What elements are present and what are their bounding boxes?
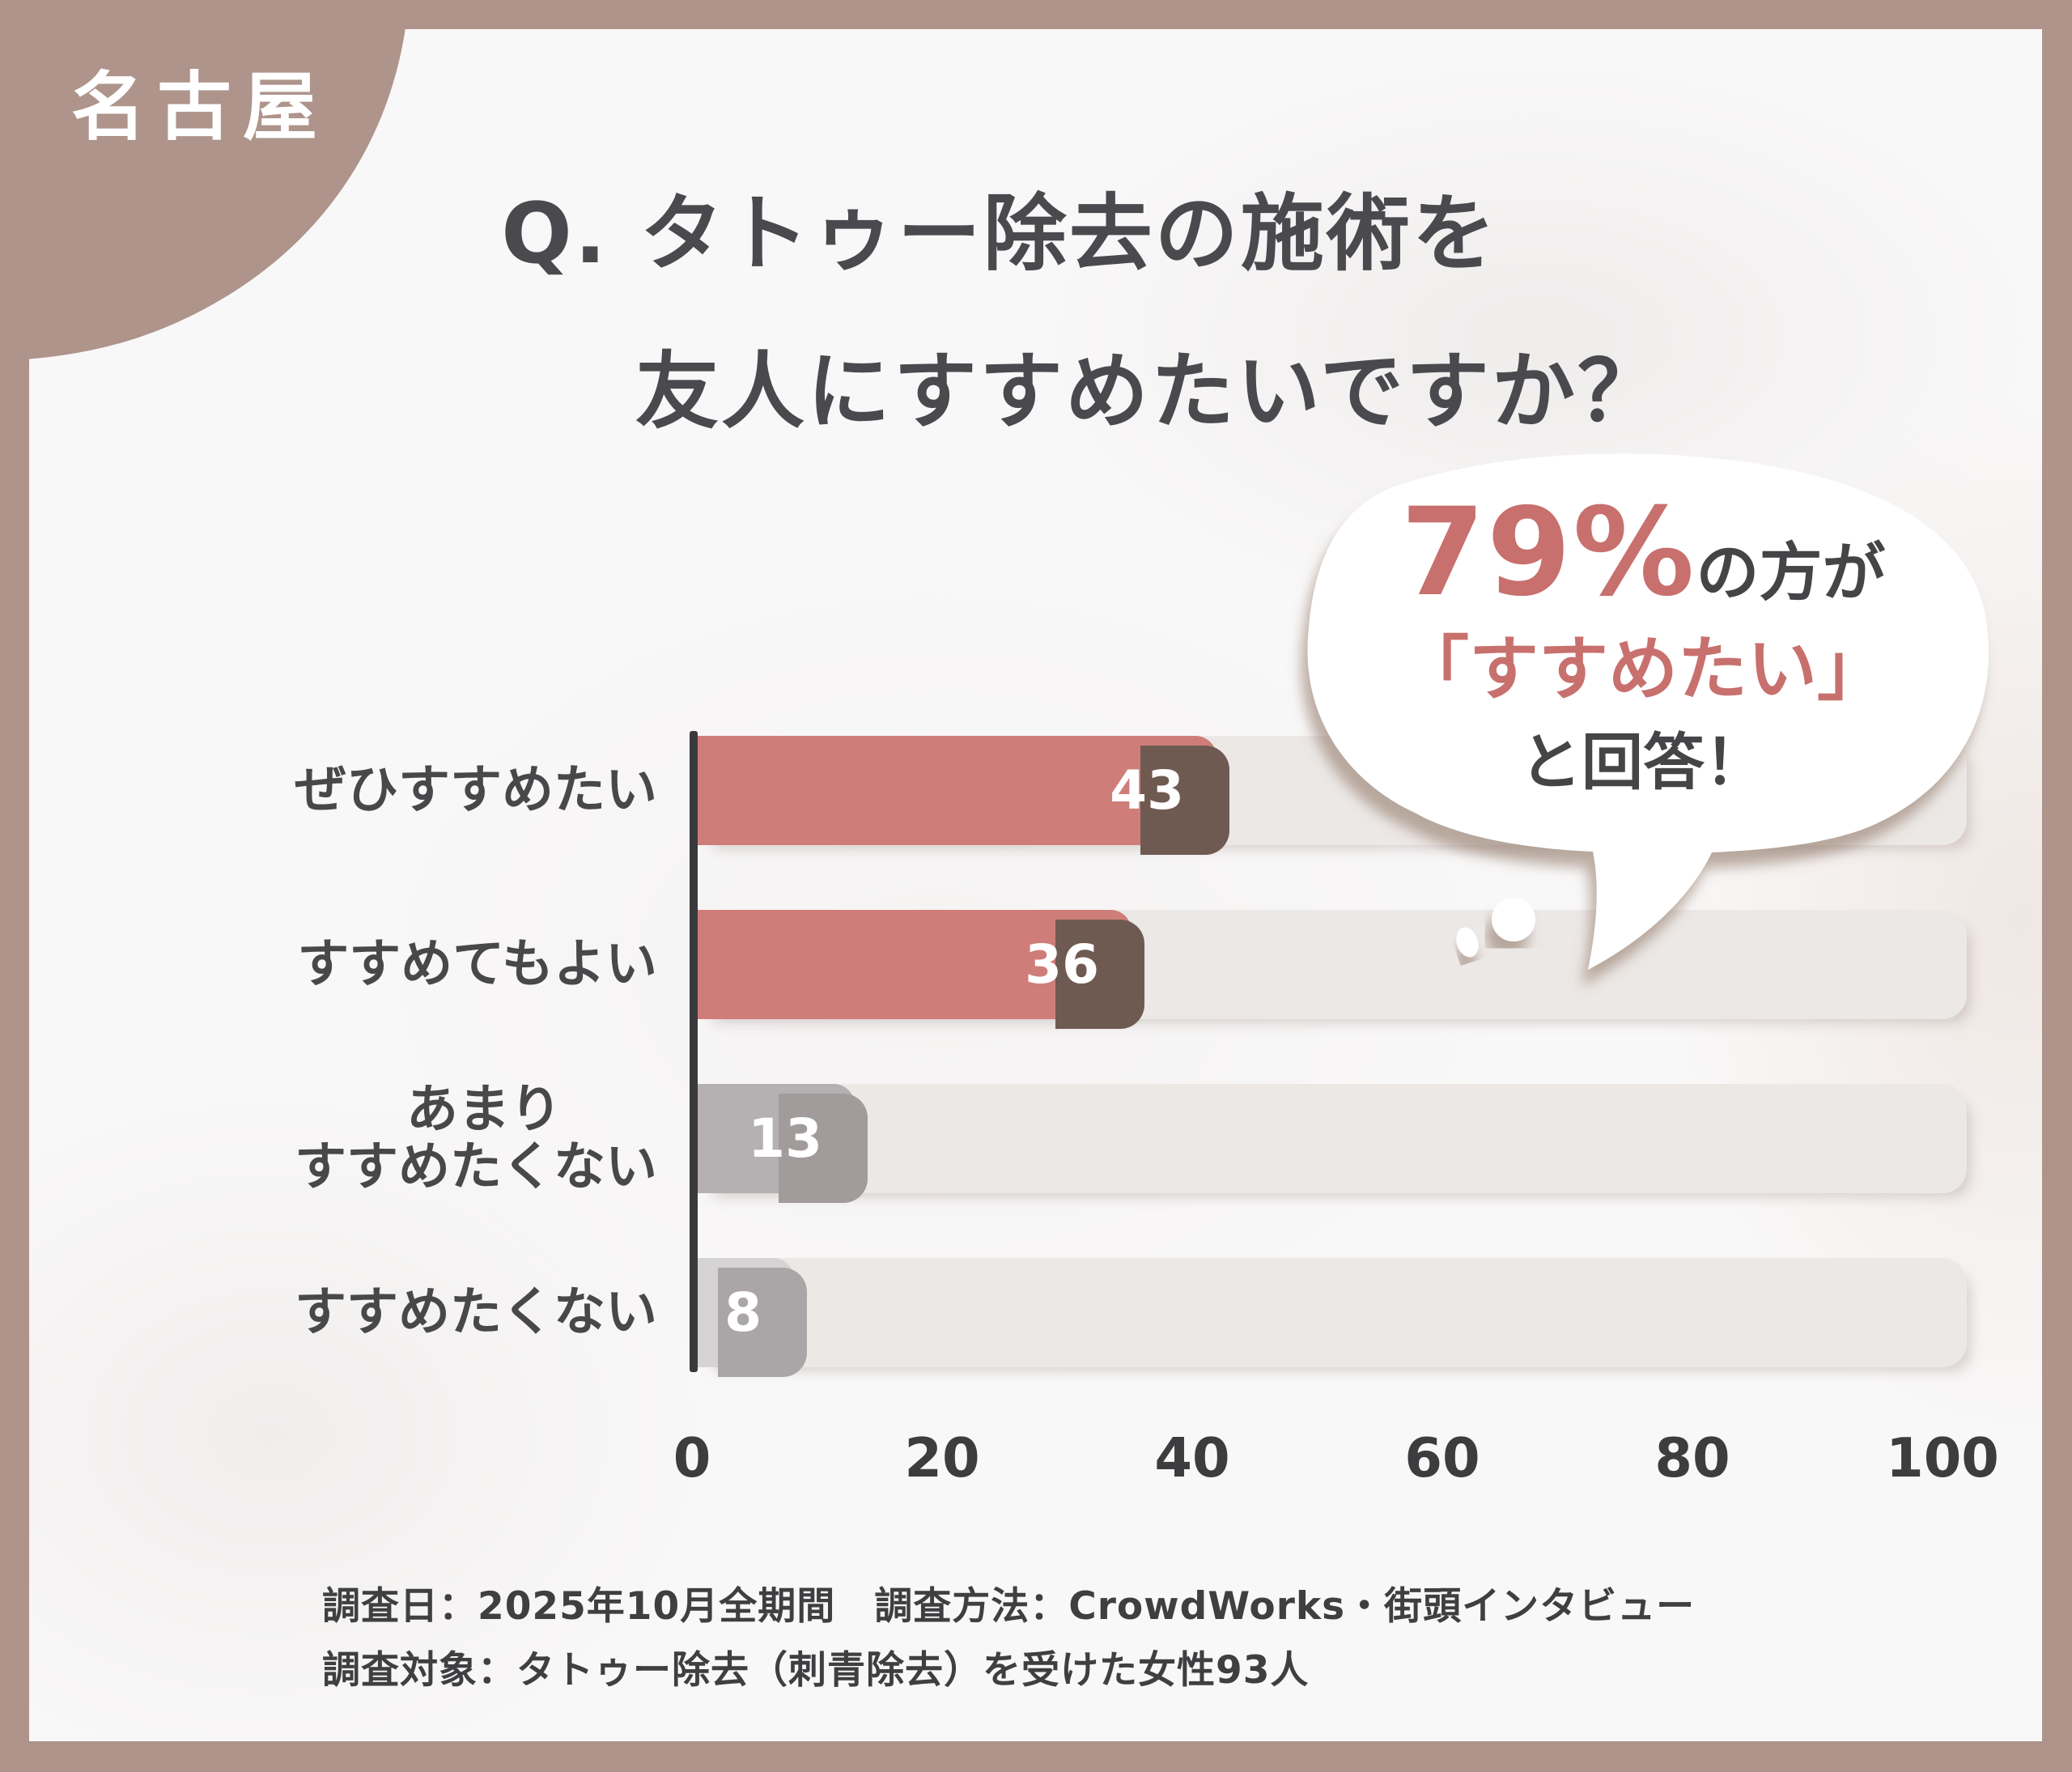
category-label: あまり すすめたくない (295, 1079, 657, 1197)
survey-notes: 調査日：2025年10月全期間 調査方法：CrowdWorks・街頭インタビュー… (322, 1574, 1695, 1702)
bar: 8 (698, 1258, 807, 1377)
value-label: 8 (724, 1281, 762, 1344)
answer-text: と回答！ (1520, 726, 1766, 798)
y-axis-line (690, 731, 698, 1372)
corner-blob (0, 0, 409, 361)
question-title-line2: 友人にすすめたいですか？ (635, 343, 1663, 440)
bar-row: あまり すすめたくない 13 (0, 1079, 2072, 1203)
question-title-line1: Q. タトゥー除去の施術を (501, 185, 1498, 283)
quote-text: 「すすめたい」 (1399, 629, 1887, 710)
x-axis-tick: 80 (1654, 1426, 1730, 1489)
x-axis-tick: 20 (904, 1426, 980, 1489)
bar-track (698, 1084, 1967, 1193)
speech-droplet-icon (1492, 898, 1535, 941)
x-axis-tick: 0 (673, 1426, 711, 1489)
bar-track (698, 1258, 1967, 1367)
speech-bubble-shape (1307, 453, 1989, 970)
bar: 36 (698, 910, 1144, 1029)
value-label: 36 (1025, 933, 1099, 996)
x-axis-tick: 40 (1154, 1426, 1230, 1489)
x-axis-tick: 100 (1886, 1426, 1999, 1489)
bar-row: すすめたくない 8 (0, 1258, 2072, 1377)
category-label: ぜひすすめたい (295, 760, 657, 820)
bar: 43 (698, 736, 1229, 855)
category-label: すすめてもよい (297, 934, 657, 994)
percent-suffix: の方が (1696, 537, 1886, 610)
page-title: Q. タトゥー除去の施術を 友人にすすめたいですか？ (0, 166, 2072, 444)
bar: 13 (698, 1084, 868, 1203)
value-label: 43 (1110, 759, 1184, 822)
location-badge: 名古屋 (71, 64, 329, 151)
category-label: すすめたくない (295, 1282, 657, 1342)
x-axis-tick: 60 (1404, 1426, 1480, 1489)
content-panel (29, 29, 2042, 1741)
survey-note-line1: 調査日：2025年10月全期間 調査方法：CrowdWorks・街頭インタビュー (322, 1584, 1696, 1629)
speech-bubble (1307, 453, 1989, 970)
bar-row: すすめてもよい 36 (0, 910, 2072, 1029)
callout-text: 79%の方が 「すすめたい」 と回答！ (1327, 492, 1959, 793)
percent-value: 79% (1400, 482, 1696, 623)
value-label: 13 (748, 1107, 822, 1170)
speech-droplet-icon (1456, 927, 1479, 958)
survey-note-line2: 調査対象：タトゥー除去（刺青除去）を受けた女性93人 (322, 1648, 1310, 1693)
